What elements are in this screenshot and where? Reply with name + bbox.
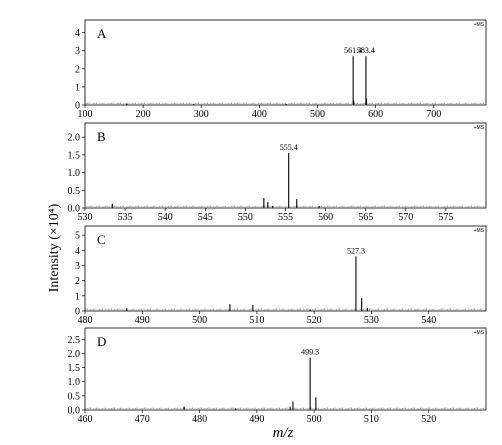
panel-label: D (97, 334, 106, 349)
x-tick-label: 490 (249, 414, 264, 425)
peak-label: 527.3 (347, 246, 365, 255)
x-tick-label: 500 (310, 109, 325, 120)
x-tick-label: 510 (364, 414, 379, 425)
x-tick-label: 200 (136, 109, 151, 120)
y-tick-label: 1.5 (68, 150, 81, 161)
panel-d: D +MS 460 470 480 490 500 510 520 0.0 0.5 1.0 1.5 2.0… (68, 327, 487, 425)
x-tick-label: 530 (78, 212, 93, 223)
x-tick-label: 520 (421, 414, 436, 425)
y-tick-label: 0.0 (68, 406, 81, 417)
x-tick-label: 480 (78, 315, 93, 326)
x-tick-label: 600 (368, 109, 383, 120)
x-tick-label: 550 (238, 212, 253, 223)
y-tick-label: 1.0 (68, 168, 81, 179)
x-tick-label: 470 (135, 414, 150, 425)
baseline-noise (85, 205, 484, 207)
peak-label: 561.4 (344, 46, 362, 55)
y-tick-label: 5 (75, 231, 80, 242)
peak-label: 583.4 (357, 46, 375, 55)
x-tick-label: 510 (249, 315, 264, 326)
x-tick-label: 520 (307, 315, 322, 326)
y-tick-label: 0 (75, 101, 80, 112)
baseline-noise (85, 102, 484, 104)
plot-frame (84, 122, 487, 209)
x-tick-label: 540 (158, 212, 173, 223)
x-tick-label: 530 (364, 315, 379, 326)
y-tick-label: 1.5 (68, 363, 81, 374)
y-axis-label: Intensity (×10⁴) (47, 203, 62, 292)
ms-mode-tag: +MS (474, 125, 485, 131)
x-tick-label: 100 (78, 109, 93, 120)
panel-label: A (97, 26, 107, 41)
y-tick-label: 1 (75, 291, 80, 302)
x-tick-label: 500 (192, 315, 207, 326)
x-tick-label: 490 (135, 315, 150, 326)
ms-mode-tag: +MS (474, 330, 485, 336)
y-tick-label: 2.0 (68, 133, 81, 144)
y-tick-label: 2.0 (68, 349, 81, 360)
x-axis-label: m/z (273, 425, 294, 441)
x-tick-label: 570 (398, 212, 413, 223)
x-tick-label: 545 (198, 212, 213, 223)
ms-mode-tag: +MS (474, 22, 485, 28)
baseline-noise (85, 407, 484, 409)
y-tick-label: 0.0 (68, 204, 81, 215)
y-tick-label: 1 (75, 82, 80, 93)
y-tick-label: 2.5 (68, 335, 81, 346)
x-tick-label: 535 (118, 212, 133, 223)
panels-group: A +MS 100 200 300 400 500 600 700 0 1 2 3 4 561.4583.4… (68, 19, 487, 425)
panel-c: C +MS 480 490 500 510 520 530 540 0 1 2 3 4 5 527.3 (75, 225, 487, 326)
plot-frame (84, 19, 487, 106)
y-tick-label: 0 (75, 307, 80, 318)
x-tick-label: 460 (78, 414, 93, 425)
y-tick-label: 4 (75, 246, 80, 257)
y-tick-label: 0.5 (68, 186, 81, 197)
ms-mode-tag: +MS (474, 228, 485, 234)
y-tick-label: 2 (75, 276, 80, 287)
y-tick-label: 3 (75, 46, 80, 57)
panel-label: C (97, 232, 106, 247)
baseline-noise (85, 308, 484, 310)
x-tick-label: 300 (194, 109, 209, 120)
plot-frame (84, 327, 487, 411)
x-tick-label: 700 (426, 109, 441, 120)
y-tick-label: 1.0 (68, 377, 81, 388)
x-tick-label: 500 (307, 414, 322, 425)
x-tick-label: 540 (421, 315, 436, 326)
peak-label: 499.3 (301, 348, 319, 357)
x-tick-label: 400 (252, 109, 267, 120)
panel-b: B +MS 530 535 540 545 550 555 560 565 570 575 0.0 0.5… (68, 122, 487, 223)
x-tick-label: 555 (278, 212, 293, 223)
x-tick-label: 480 (192, 414, 207, 425)
x-tick-label: 560 (318, 212, 333, 223)
y-tick-label: 4 (75, 28, 80, 39)
x-tick-label: 565 (358, 212, 373, 223)
plot-frame (84, 225, 487, 312)
panel-label: B (97, 129, 106, 144)
x-tick-label: 575 (438, 212, 453, 223)
y-tick-label: 0.5 (68, 391, 81, 402)
y-tick-label: 3 (75, 261, 80, 272)
y-tick-label: 2 (75, 64, 80, 75)
peak-label: 555.4 (280, 143, 298, 152)
